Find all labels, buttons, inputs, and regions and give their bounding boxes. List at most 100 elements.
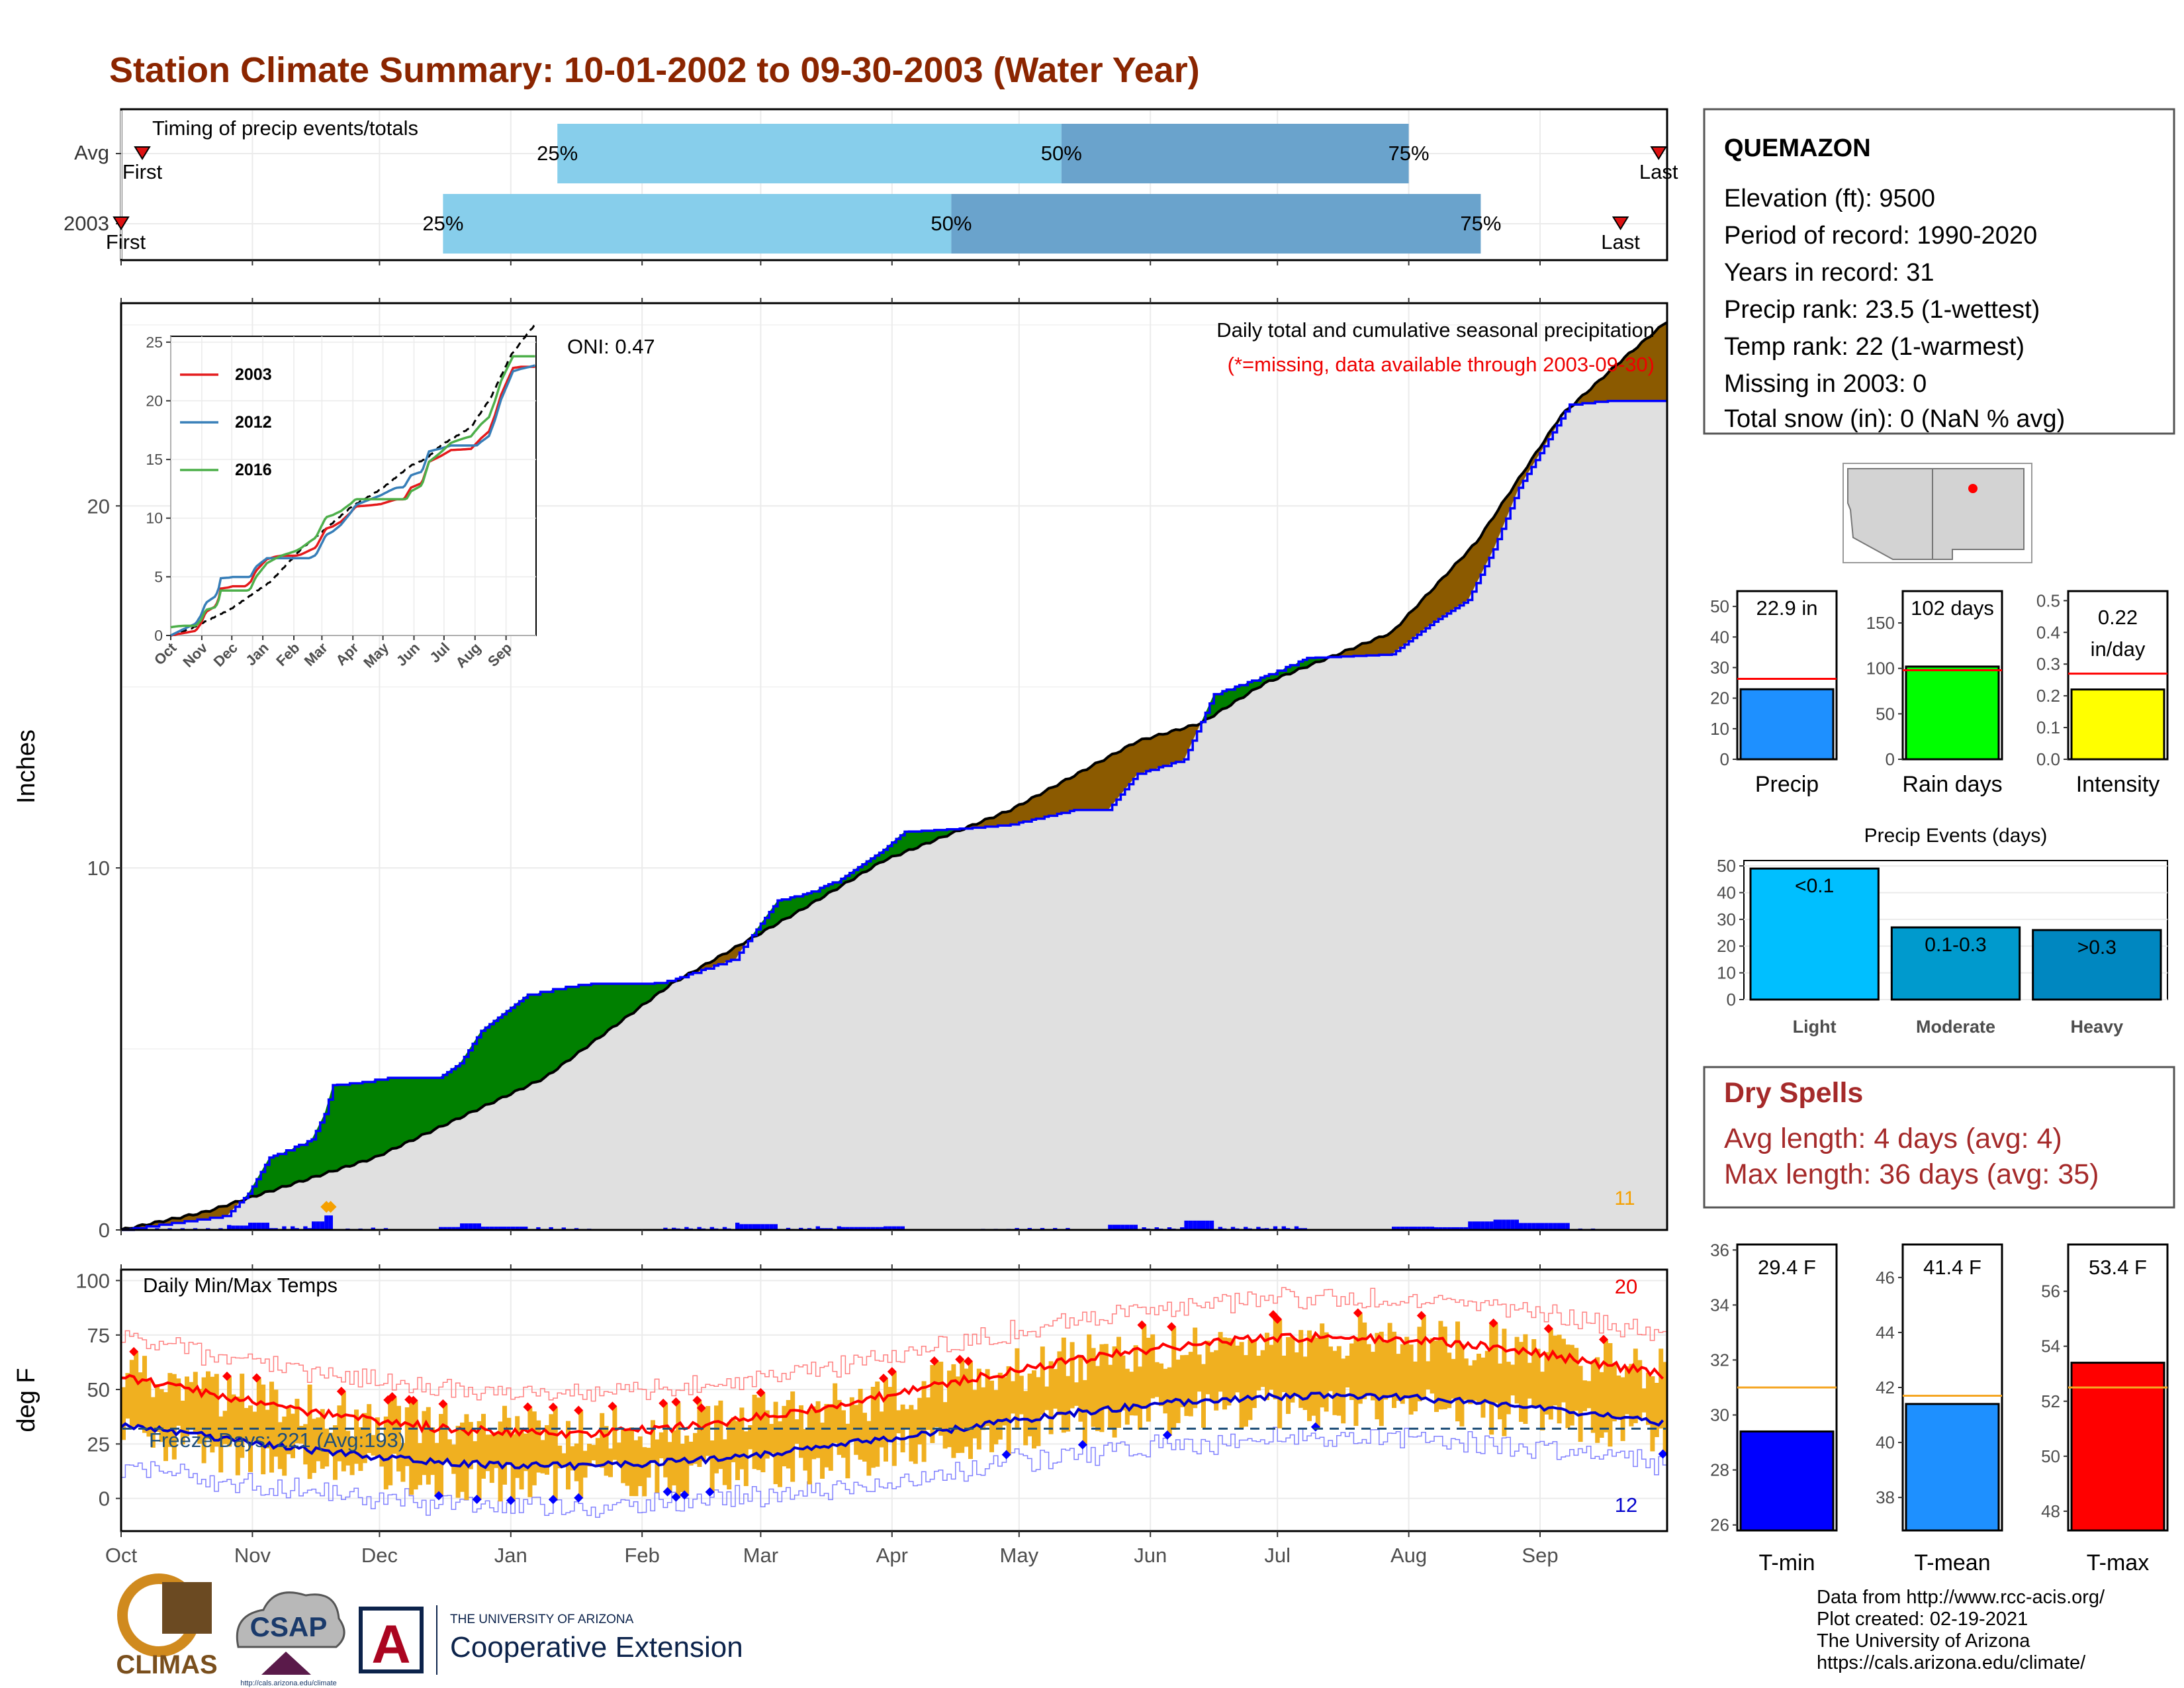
daily-precip-bar (460, 1223, 465, 1230)
daily-precip-bar (1477, 1221, 1481, 1230)
daily-precip-bar (1493, 1219, 1498, 1230)
precip-event-count: 11 (1614, 1188, 1635, 1209)
daily-temp-bar (261, 1384, 266, 1475)
summary-bar-value-label: 102 days (1911, 596, 1994, 620)
daily-temp-bar (1133, 1345, 1138, 1416)
x-axis-month-label: Sep (1522, 1544, 1558, 1567)
daily-temp-bar (1302, 1356, 1308, 1410)
daily-temp-bar (985, 1369, 990, 1427)
daily-temp-bar (464, 1414, 469, 1500)
daily-temp-bar (477, 1421, 482, 1500)
temp-y-tick-label: 50 (87, 1378, 110, 1401)
hot-day-marker (879, 1374, 888, 1383)
daily-temp-bar (587, 1443, 592, 1467)
daily-temp-bar (1421, 1316, 1426, 1399)
daily-temp-bar (1641, 1388, 1647, 1413)
temp-bar-category-label: T-min (1759, 1550, 1815, 1575)
precip-events-tick-label: 0 (1727, 990, 1736, 1009)
daily-precip-bar (1451, 1227, 1455, 1230)
summary-bar-tick-label: 30 (1710, 657, 1729, 677)
daily-precip-bar (291, 1226, 295, 1230)
daily-temp-bar (845, 1423, 850, 1479)
daily-precip-bar (1197, 1220, 1201, 1230)
hot-day-marker (887, 1367, 897, 1377)
daily-temp-bar (1214, 1350, 1219, 1411)
daily-temp-bar (1273, 1315, 1278, 1399)
daily-temp-bar (536, 1420, 541, 1473)
daily-temp-bar (210, 1376, 215, 1453)
daily-precip-bar (371, 1227, 375, 1230)
daily-precip-bar (1463, 1227, 1469, 1230)
station-line-years: Years in record: 31 (1724, 259, 1934, 287)
timing-pct-label: 50% (1041, 142, 1082, 165)
timing-row-label-avg: Avg (74, 141, 109, 164)
daily-temp-bar (879, 1411, 884, 1448)
daily-temp-bar (870, 1387, 876, 1468)
daily-precip-bar (891, 1226, 897, 1230)
daily-temp-bar (447, 1439, 452, 1464)
temp-bar-tick-label: 36 (1710, 1240, 1729, 1260)
daily-temp-bar (680, 1443, 685, 1493)
summary-bar-tick-label: 0.2 (2036, 686, 2060, 706)
daily-precip-bar (1129, 1225, 1134, 1230)
record-max-envelope (121, 1287, 1667, 1402)
daily-temp-bar (591, 1444, 596, 1461)
timing-pct-label: 25% (422, 212, 463, 235)
temp-bar-tick-label: 52 (2041, 1391, 2060, 1411)
daily-temp-bar (1082, 1380, 1087, 1446)
daily-precip-bar (498, 1227, 502, 1230)
precip-y-axis: 0 10 20 (87, 298, 1541, 1242)
hot-day-marker (1599, 1335, 1608, 1344)
daily-precip-bar (1553, 1223, 1557, 1230)
daily-precip-bar (743, 1224, 749, 1230)
daily-temp-bar (909, 1405, 914, 1462)
summary-bar-value-label-unit: in/day (2091, 637, 2146, 661)
daily-precip-bar (1510, 1219, 1515, 1230)
daily-temp-bar (1629, 1364, 1634, 1427)
daily-precip-bar (240, 1225, 244, 1230)
temp-y-tick-label: 25 (87, 1432, 110, 1456)
daily-precip-bar (1209, 1220, 1214, 1230)
daily-temp-bar (786, 1399, 791, 1469)
daily-precip-bar (473, 1223, 477, 1230)
daily-temp-bar (1269, 1344, 1274, 1390)
daily-temp-bar (1159, 1363, 1163, 1407)
daily-temp-bar (1659, 1348, 1664, 1429)
daily-precip-bar (1201, 1220, 1206, 1230)
daily-temp-bar (1654, 1382, 1659, 1437)
precip-events-bar (2032, 929, 2162, 1001)
daily-precip-bar (870, 1227, 876, 1230)
daily-temp-bar (1523, 1334, 1528, 1425)
daily-temp-bar (218, 1416, 224, 1473)
daily-temp-bar (1053, 1369, 1058, 1409)
daily-temp-bar (1095, 1366, 1100, 1431)
station-name: QUEMAZON (1724, 134, 1871, 162)
daily-temp-bar (1336, 1346, 1342, 1416)
daily-temp-bar (1408, 1344, 1414, 1415)
summary-bar-tick-label: 0 (1886, 749, 1895, 769)
station-info-frame (1703, 108, 2175, 435)
hot-day-marker (671, 1397, 681, 1407)
daily-temp-bar (1057, 1351, 1062, 1415)
inset-legend: 2003 2012 2016 (180, 365, 272, 479)
precip-below-normal-area (1332, 404, 1570, 657)
daily-temp-bar (718, 1400, 723, 1470)
daily-temp-bar (1430, 1338, 1435, 1394)
daily-precip-bar (324, 1215, 329, 1230)
summary-bar-category-label: Rain days (1902, 772, 2002, 797)
precip-events-tick-label: 50 (1717, 856, 1736, 876)
summary-bar-category-label: Intensity (2076, 772, 2160, 797)
daily-temp-bar (404, 1407, 410, 1466)
inset-series-line-2016 (170, 355, 535, 629)
temp-bar-value-label: 41.4 F (1923, 1256, 1981, 1279)
daily-temp-bar (837, 1399, 842, 1455)
daily-precip-bar (312, 1221, 316, 1230)
daily-precip-bar (1426, 1227, 1430, 1230)
daily-temp-bar (320, 1409, 325, 1469)
daily-temp-bar (197, 1389, 203, 1444)
daily-precip-bar (1506, 1219, 1511, 1230)
daily-temp-bar (1040, 1346, 1045, 1415)
daily-temp-bar (1197, 1354, 1202, 1392)
daily-temp-bar (1116, 1336, 1121, 1428)
precip-panel: 0 10 20 Inches Daily total and cumulative … (13, 298, 1668, 1242)
